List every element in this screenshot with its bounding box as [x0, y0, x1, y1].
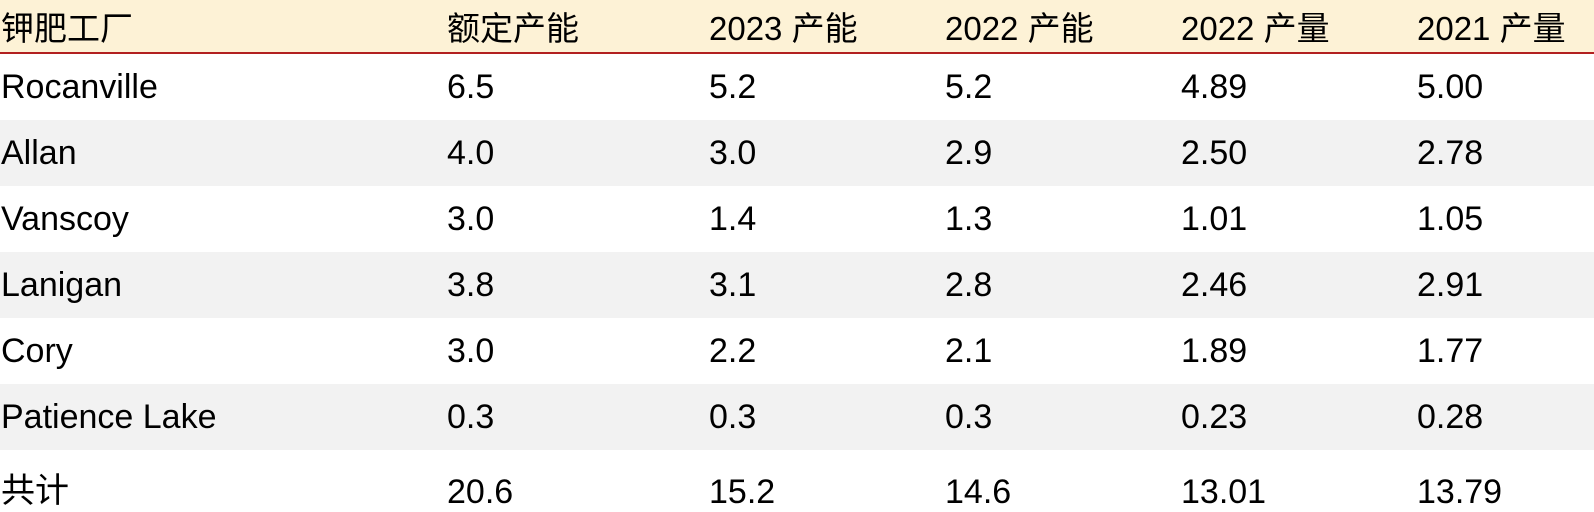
header-2022-capacity: 2022 产能 — [945, 10, 1094, 47]
capacity-2022: 2.8 — [945, 265, 993, 304]
capacity-2023: 3.1 — [709, 265, 757, 304]
output-2022: 1.01 — [1181, 199, 1248, 238]
table-row: Vanscoy 3.0 1.4 1.3 1.01 1.05 — [0, 186, 1594, 252]
total-capacity-2023: 15.2 — [709, 473, 776, 511]
table-row: Allan 4.0 3.0 2.9 2.50 2.78 — [0, 120, 1594, 186]
capacity-2022: 0.3 — [945, 397, 993, 436]
capacity-2023: 2.2 — [709, 331, 757, 370]
rated-capacity: 4.0 — [447, 133, 495, 172]
output-2021: 2.91 — [1417, 265, 1484, 304]
output-2021: 1.05 — [1417, 199, 1484, 238]
plant-name: Rocanville — [1, 67, 158, 106]
header-plant: 钾肥工厂 — [1, 9, 133, 48]
output-2022: 2.46 — [1181, 265, 1248, 304]
output-2021: 1.77 — [1417, 331, 1484, 370]
output-2021: 2.78 — [1417, 133, 1484, 172]
table-row: Cory 3.0 2.2 2.1 1.89 1.77 — [0, 318, 1594, 384]
capacity-2023: 3.0 — [709, 133, 757, 172]
rated-capacity: 3.8 — [447, 265, 495, 304]
total-output-2022: 13.01 — [1181, 473, 1267, 511]
output-2021: 5.00 — [1417, 67, 1484, 106]
output-2022: 2.50 — [1181, 133, 1248, 172]
rated-capacity: 3.0 — [447, 199, 495, 238]
plant-name: Allan — [1, 133, 77, 172]
capacity-2022: 2.1 — [945, 331, 993, 370]
header-2021-output: 2021 产量 — [1417, 10, 1566, 47]
output-2021: 0.28 — [1417, 397, 1484, 436]
total-capacity-2022: 14.6 — [945, 473, 1012, 511]
output-2022: 4.89 — [1181, 67, 1248, 106]
capacity-2022: 1.3 — [945, 199, 993, 238]
header-2023-capacity: 2023 产能 — [709, 10, 858, 47]
total-rated-capacity: 20.6 — [447, 473, 514, 511]
table-header: 钾肥工厂 额定产能 2023 产能 2022 产能 2022 产量 2021 产… — [0, 0, 1594, 54]
total-label: 共计 — [1, 471, 69, 511]
table-row: Rocanville 6.5 5.2 5.2 4.89 5.00 — [0, 54, 1594, 120]
output-2022: 1.89 — [1181, 331, 1248, 370]
plant-name: Patience Lake — [1, 397, 217, 436]
capacity-2023: 5.2 — [709, 67, 757, 106]
header-rated-capacity: 额定产能 — [447, 9, 579, 48]
table-row: Patience Lake 0.3 0.3 0.3 0.23 0.28 — [0, 384, 1594, 450]
rated-capacity: 6.5 — [447, 67, 495, 106]
plant-name: Lanigan — [1, 265, 123, 304]
rated-capacity: 3.0 — [447, 331, 495, 370]
capacity-2022: 2.9 — [945, 133, 993, 172]
table-total-row: 共计 20.6 15.2 14.6 13.01 13.79 — [0, 450, 1594, 512]
table-row: Lanigan 3.8 3.1 2.8 2.46 2.91 — [0, 252, 1594, 318]
capacity-2023: 1.4 — [709, 199, 757, 238]
capacity-2022: 5.2 — [945, 67, 993, 106]
total-output-2021: 13.79 — [1417, 473, 1503, 511]
output-2022: 0.23 — [1181, 397, 1248, 436]
rated-capacity: 0.3 — [447, 397, 495, 436]
plant-name: Cory — [1, 331, 73, 370]
plant-name: Vanscoy — [1, 199, 129, 238]
capacity-2023: 0.3 — [709, 397, 757, 436]
header-2022-output: 2022 产量 — [1181, 10, 1330, 47]
